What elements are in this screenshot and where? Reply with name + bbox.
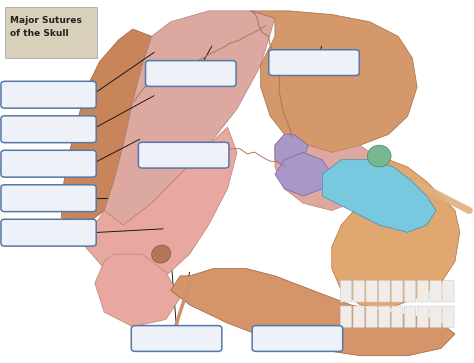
FancyBboxPatch shape	[269, 50, 359, 76]
FancyBboxPatch shape	[353, 306, 365, 327]
FancyBboxPatch shape	[417, 306, 428, 327]
Polygon shape	[104, 11, 275, 225]
Polygon shape	[85, 127, 237, 283]
FancyBboxPatch shape	[340, 281, 352, 302]
Polygon shape	[171, 269, 455, 356]
Ellipse shape	[367, 145, 391, 167]
FancyBboxPatch shape	[146, 61, 236, 86]
FancyBboxPatch shape	[443, 306, 454, 327]
FancyBboxPatch shape	[1, 116, 96, 143]
FancyBboxPatch shape	[366, 281, 377, 302]
FancyBboxPatch shape	[131, 326, 222, 351]
Polygon shape	[251, 11, 417, 152]
FancyBboxPatch shape	[1, 81, 96, 108]
FancyBboxPatch shape	[430, 306, 441, 327]
FancyBboxPatch shape	[392, 306, 403, 327]
FancyBboxPatch shape	[1, 185, 96, 212]
FancyBboxPatch shape	[340, 306, 352, 327]
FancyBboxPatch shape	[404, 306, 416, 327]
FancyBboxPatch shape	[404, 281, 416, 302]
FancyBboxPatch shape	[379, 306, 390, 327]
Polygon shape	[95, 254, 180, 327]
FancyBboxPatch shape	[417, 281, 428, 302]
Polygon shape	[275, 134, 308, 167]
FancyBboxPatch shape	[443, 281, 454, 302]
Text: Major Sutures
of the Skull: Major Sutures of the Skull	[10, 16, 82, 38]
FancyBboxPatch shape	[392, 281, 403, 302]
FancyBboxPatch shape	[353, 281, 365, 302]
Polygon shape	[62, 29, 152, 225]
FancyBboxPatch shape	[1, 219, 96, 246]
FancyBboxPatch shape	[430, 281, 441, 302]
FancyBboxPatch shape	[1, 150, 96, 177]
Polygon shape	[275, 152, 332, 196]
Polygon shape	[275, 134, 379, 211]
Ellipse shape	[152, 245, 171, 263]
FancyBboxPatch shape	[252, 326, 343, 351]
Bar	[5, 7, 97, 58]
FancyBboxPatch shape	[138, 142, 229, 168]
FancyBboxPatch shape	[366, 306, 377, 327]
Polygon shape	[322, 160, 436, 232]
Polygon shape	[332, 160, 460, 309]
FancyBboxPatch shape	[379, 281, 390, 302]
